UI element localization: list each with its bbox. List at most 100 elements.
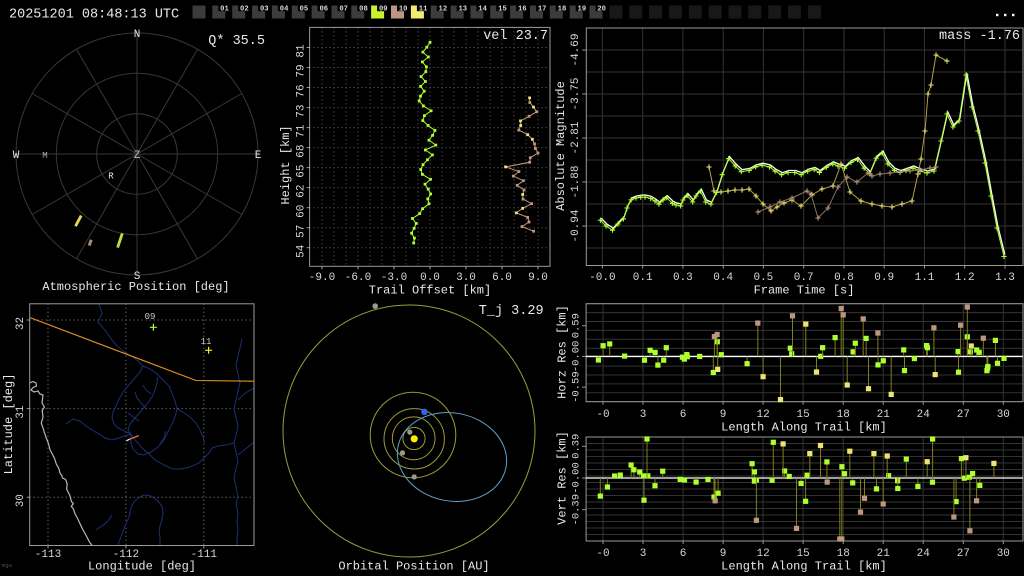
svg-text:-6.0: -6.0: [345, 272, 371, 284]
svg-text:0.1: 0.1: [633, 272, 653, 284]
svg-text:-0.39: -0.39: [571, 494, 583, 526]
svg-text:-3.75: -3.75: [570, 77, 582, 110]
svg-text:13: 13: [458, 6, 467, 14]
svg-text:65: 65: [296, 164, 308, 177]
svg-text:mgw: mgw: [2, 562, 13, 569]
svg-text:04: 04: [280, 6, 289, 14]
svg-text:Z: Z: [134, 150, 141, 162]
svg-text:W: W: [13, 150, 20, 162]
svg-text:03: 03: [260, 6, 269, 14]
svg-text:9.0: 9.0: [528, 272, 548, 284]
svg-text:-111: -111: [191, 549, 218, 561]
svg-text:T_j 3.29: T_j 3.29: [479, 304, 544, 319]
svg-text:60: 60: [296, 205, 308, 218]
svg-text:Longitude [deg]: Longitude [deg]: [88, 560, 196, 574]
svg-text:vel 23.7: vel 23.7: [483, 29, 548, 44]
svg-text:Length Along Trail [km]: Length Along Trail [km]: [721, 560, 887, 574]
svg-text:24: 24: [917, 548, 931, 560]
svg-text:6: 6: [680, 548, 687, 560]
svg-text:0.39: 0.39: [571, 434, 583, 459]
svg-text:09: 09: [145, 312, 156, 322]
svg-text:30: 30: [15, 494, 27, 507]
svg-text:1.2: 1.2: [955, 272, 975, 284]
svg-text:20251201 08:48:13 UTC: 20251201 08:48:13 UTC: [9, 8, 179, 23]
svg-text:-0.00: -0.00: [571, 462, 583, 494]
svg-text:Frame Time [s]: Frame Time [s]: [754, 284, 855, 298]
svg-text:-0.94: -0.94: [570, 209, 582, 242]
svg-text:N: N: [134, 29, 141, 41]
svg-text:15: 15: [796, 409, 809, 421]
svg-text:Latitude [deg]: Latitude [deg]: [2, 374, 16, 475]
svg-text:18: 18: [558, 6, 567, 14]
svg-text:17: 17: [538, 6, 547, 14]
svg-text:01: 01: [220, 6, 229, 14]
svg-text:-0: -0: [596, 409, 609, 421]
svg-text:-0.59: -0.59: [571, 371, 583, 403]
svg-text:R: R: [108, 172, 114, 182]
svg-text:12: 12: [756, 548, 769, 560]
svg-text:Orbital Position [AU]: Orbital Position [AU]: [338, 560, 489, 574]
svg-text:Absolute Magnitude: Absolute Magnitude: [554, 81, 568, 211]
svg-text:79: 79: [296, 64, 308, 77]
svg-text:-0: -0: [596, 548, 609, 560]
svg-text:68: 68: [296, 144, 308, 157]
svg-text:Height [km]: Height [km]: [279, 125, 293, 204]
svg-text:0.5: 0.5: [753, 272, 773, 284]
svg-text:71: 71: [296, 124, 308, 138]
svg-text:24: 24: [917, 409, 931, 421]
svg-text:16: 16: [518, 6, 527, 14]
svg-text:-9.0: -9.0: [309, 272, 335, 284]
svg-text:0.9: 0.9: [874, 272, 894, 284]
svg-text:11: 11: [419, 6, 428, 14]
svg-text:10: 10: [399, 6, 408, 14]
svg-text:-0.00: -0.00: [571, 341, 583, 373]
svg-text:15: 15: [796, 548, 809, 560]
svg-text:E: E: [255, 150, 262, 162]
svg-text:12: 12: [439, 6, 448, 14]
svg-text:0.8: 0.8: [834, 272, 854, 284]
svg-text:12: 12: [756, 409, 769, 421]
svg-text:21: 21: [877, 409, 891, 421]
svg-text:08: 08: [359, 6, 368, 14]
svg-text:27: 27: [957, 548, 970, 560]
svg-text:-2.81: -2.81: [570, 121, 582, 154]
svg-text:Length Along Trail [km]: Length Along Trail [km]: [721, 421, 887, 435]
svg-text:1.3: 1.3: [995, 272, 1015, 284]
svg-text:Q* 35.5: Q* 35.5: [208, 34, 265, 49]
svg-text:3: 3: [640, 548, 647, 560]
svg-text:09: 09: [379, 6, 388, 14]
svg-text:Atmospheric Position [deg]: Atmospheric Position [deg]: [42, 280, 229, 294]
svg-text:30: 30: [997, 548, 1010, 560]
svg-text:-112: -112: [113, 549, 139, 561]
svg-text:14: 14: [478, 6, 487, 14]
svg-text:6.0: 6.0: [492, 272, 512, 284]
svg-text:mass -1.76: mass -1.76: [939, 29, 1020, 44]
svg-text:73: 73: [296, 104, 308, 117]
svg-text:07: 07: [339, 6, 348, 14]
svg-text:-1.88: -1.88: [570, 165, 582, 198]
svg-text:S: S: [134, 271, 141, 283]
svg-text:Vert Res [km]: Vert Res [km]: [556, 431, 570, 525]
svg-text:9: 9: [720, 548, 727, 560]
svg-text:-4.69: -4.69: [570, 33, 582, 66]
svg-text:-3.0: -3.0: [381, 272, 407, 284]
svg-text:6: 6: [680, 409, 687, 421]
svg-text:0.0: 0.0: [420, 272, 440, 284]
svg-text:0.4: 0.4: [713, 272, 733, 284]
svg-text:3.0: 3.0: [456, 272, 476, 284]
svg-text:06: 06: [319, 6, 328, 14]
svg-text:3: 3: [640, 409, 647, 421]
svg-text:19: 19: [578, 6, 587, 14]
svg-text:81: 81: [296, 44, 308, 58]
svg-text:18: 18: [837, 548, 850, 560]
svg-text:20: 20: [597, 6, 606, 14]
svg-text:0.59: 0.59: [571, 313, 583, 338]
svg-text:21: 21: [877, 548, 891, 560]
svg-text:62: 62: [296, 184, 308, 197]
svg-text:9: 9: [720, 409, 727, 421]
svg-text:27: 27: [957, 409, 970, 421]
svg-text:76: 76: [296, 84, 308, 97]
svg-text:11: 11: [201, 337, 212, 347]
svg-text:Trail Offset [km]: Trail Offset [km]: [369, 284, 491, 298]
svg-text:1.1: 1.1: [915, 272, 935, 284]
